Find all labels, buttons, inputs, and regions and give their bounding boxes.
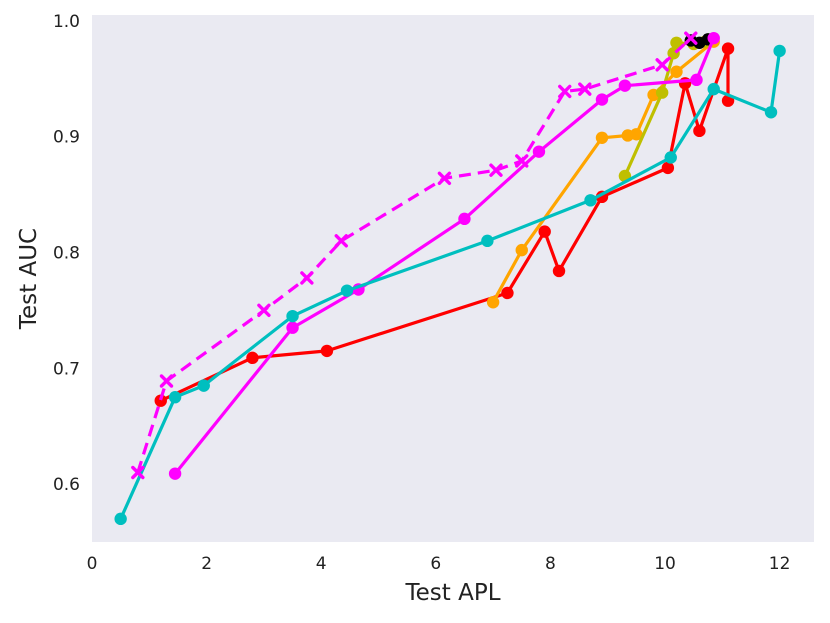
data-point <box>661 161 675 175</box>
data-point <box>773 44 786 58</box>
data-point <box>114 512 127 526</box>
data-point <box>721 42 735 55</box>
y-axis-label: Test AUC <box>16 228 42 330</box>
data-point <box>707 82 720 96</box>
data-point <box>595 131 609 144</box>
data-point <box>458 212 471 226</box>
x-tick-label: 0 <box>87 554 98 574</box>
data-point <box>515 243 528 257</box>
series-4 <box>168 31 720 480</box>
data-point <box>131 465 145 480</box>
y-tick-label: 1.0 <box>53 12 80 32</box>
data-point <box>154 394 167 407</box>
plot-background <box>92 15 814 542</box>
data-point <box>168 391 182 404</box>
data-point <box>501 286 514 300</box>
data-point <box>764 106 778 119</box>
series-line <box>136 37 692 473</box>
data-point <box>320 344 334 358</box>
x-axis-ticks: 0 2 4 6 8 10 12 <box>87 554 791 574</box>
y-tick-label: 0.6 <box>53 475 80 495</box>
data-point <box>690 73 703 87</box>
data-point <box>664 151 677 164</box>
y-axis-ticks: 0.6 0.7 0.8 0.9 1.0 <box>53 12 80 495</box>
data-point <box>168 467 182 480</box>
data-point <box>670 65 683 78</box>
x-tick-label: 6 <box>430 554 441 574</box>
data-point <box>532 145 546 158</box>
y-tick-label: 0.9 <box>53 128 80 148</box>
x-tick-label: 2 <box>201 554 212 574</box>
series-6 <box>131 31 698 480</box>
series-5 <box>114 44 786 526</box>
x-axis-label: Test APL <box>404 580 500 606</box>
series-layer <box>114 31 786 526</box>
data-point <box>257 303 271 318</box>
data-point <box>578 82 592 96</box>
x-tick-label: 10 <box>654 554 676 574</box>
series-1 <box>486 35 720 309</box>
data-point <box>655 58 669 72</box>
data-point <box>552 264 566 278</box>
data-point <box>515 154 529 168</box>
series-line <box>160 46 730 403</box>
data-point <box>630 128 643 141</box>
data-point <box>618 79 632 92</box>
y-tick-label: 0.7 <box>53 359 80 379</box>
x-tick-label: 12 <box>769 554 791 574</box>
data-point <box>159 374 174 388</box>
series-0 <box>154 42 735 407</box>
data-point <box>670 36 683 49</box>
x-tick-label: 8 <box>545 554 556 574</box>
data-point <box>300 271 314 285</box>
x-tick-label: 4 <box>316 554 327 574</box>
data-point <box>595 93 609 106</box>
data-point <box>584 194 597 207</box>
data-point <box>655 86 669 99</box>
data-point <box>437 171 452 186</box>
data-point <box>558 84 572 99</box>
data-point <box>286 321 299 334</box>
y-tick-label: 0.8 <box>53 243 80 263</box>
data-point <box>334 234 348 248</box>
data-point <box>538 225 551 238</box>
data-point <box>246 351 259 365</box>
data-point <box>286 309 299 323</box>
data-point <box>486 296 500 309</box>
data-point <box>197 379 210 392</box>
data-point <box>489 163 503 177</box>
data-point <box>340 284 354 297</box>
data-point <box>481 234 494 248</box>
data-point <box>684 31 698 45</box>
data-point <box>693 124 706 138</box>
data-point <box>707 31 720 45</box>
